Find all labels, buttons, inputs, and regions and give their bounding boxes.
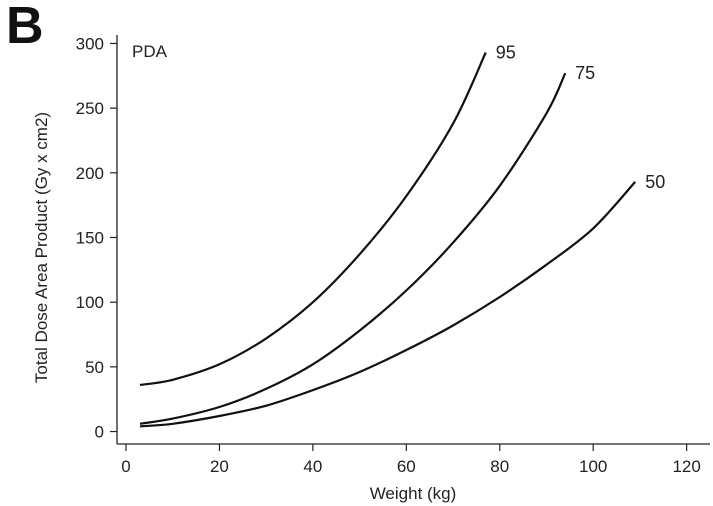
y-tick-label: 250 (76, 99, 104, 118)
x-axis-title: Weight (kg) (370, 484, 457, 503)
y-axis-title: Total Dose Area Product (Gy x cm2) (32, 112, 51, 383)
series-line-95 (139, 52, 487, 387)
y-tick-label: 150 (76, 229, 104, 248)
series-label-95: 95 (496, 43, 516, 63)
series-line-50 (139, 181, 637, 428)
y-tick-label: 100 (76, 293, 104, 312)
x-tick-label: 120 (672, 457, 700, 476)
y-tick-label: 300 (76, 34, 104, 53)
axes: 0 50 100 150 200 250 300 0 20 40 60 80 100 120 (76, 34, 710, 476)
series-line-75 (139, 72, 567, 425)
chart-annotation: PDA (132, 42, 168, 61)
y-tick-label: 0 (95, 423, 104, 442)
x-tick-label: 20 (210, 457, 229, 476)
y-tick-label: 200 (76, 164, 104, 183)
x-tick-label: 40 (303, 457, 322, 476)
x-tick-label: 60 (397, 457, 416, 476)
panel-label: B (6, 0, 44, 55)
x-tick-label: 100 (579, 457, 607, 476)
curves: 95 75 50 (139, 43, 665, 428)
series-label-75: 75 (575, 63, 595, 83)
y-tick-label: 50 (85, 358, 104, 377)
x-tick-label: 0 (121, 457, 130, 476)
x-tick-label: 80 (490, 457, 509, 476)
series-label-50: 50 (645, 172, 665, 192)
